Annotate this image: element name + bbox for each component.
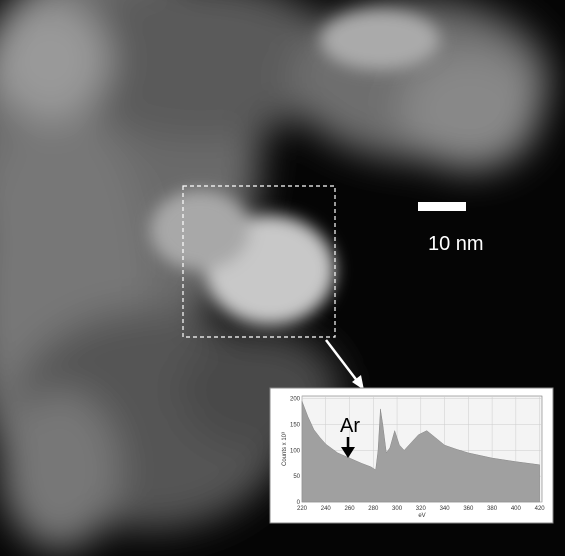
scale-bar [418, 202, 466, 211]
x-tick-label: 340 [440, 506, 451, 512]
x-tick-label: 360 [463, 506, 474, 512]
x-tick-label: 320 [416, 506, 427, 512]
scale-label: 10 nm [428, 233, 484, 255]
micrograph: 10 nm 0501001502002202402602803003203403… [0, 0, 565, 556]
annotation: Ar [340, 415, 360, 437]
x-tick-label: 400 [511, 506, 522, 512]
x-tick-label: 380 [487, 506, 498, 512]
x-tick-label: 420 [535, 506, 546, 512]
x-tick-label: 220 [297, 506, 308, 512]
y-tick-label: 150 [290, 422, 301, 428]
x-tick-label: 260 [345, 506, 356, 512]
page: 10 nm 0501001502002202402602803003203403… [0, 0, 565, 556]
x-axis-label: eV [418, 513, 425, 519]
y-tick-label: 100 [290, 448, 301, 454]
x-tick-label: 280 [368, 506, 379, 512]
y-tick-label: 50 [293, 474, 300, 480]
y-tick-label: 200 [290, 397, 301, 403]
x-tick-label: 240 [321, 506, 332, 512]
x-tick-label: 300 [392, 506, 403, 512]
y-axis-label: Counts x 10³ [282, 432, 288, 466]
